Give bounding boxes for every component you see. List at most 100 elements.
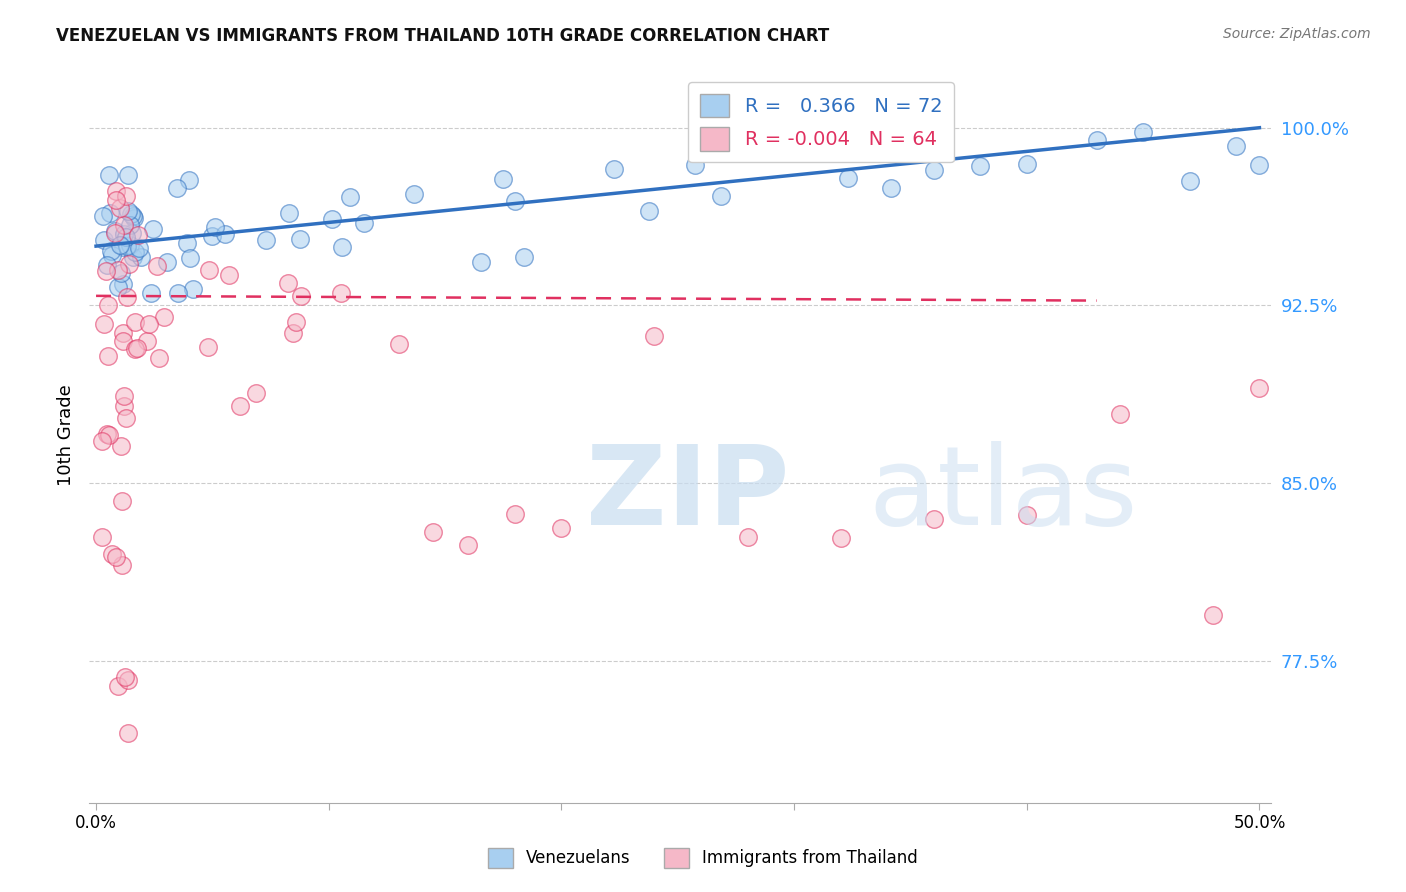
Point [117,168,139,182]
Point [387,337,409,351]
Point [146,259,169,273]
Point [112,277,135,291]
Point [153,310,176,325]
Point [1015,157,1038,171]
Point [204,220,226,235]
Point [112,399,135,413]
Point [710,189,733,203]
Point [245,386,267,401]
Point [127,341,149,355]
Point [103,224,125,238]
Point [121,227,143,241]
Point [922,512,945,526]
Point [197,340,219,354]
Point [121,210,143,224]
Point [120,238,142,252]
Point [142,222,165,236]
Point [1295,120,1317,135]
Point [512,250,534,264]
Point [837,171,859,186]
Point [115,411,138,425]
Point [94,264,117,278]
Point [105,549,128,564]
Point [148,351,170,365]
Point [894,148,917,162]
Point [281,326,304,340]
Point [1132,125,1154,139]
Point [643,329,665,343]
Point [117,725,139,739]
Point [120,207,142,221]
Point [183,282,205,296]
Point [112,219,135,233]
Point [1085,133,1108,147]
Point [638,203,661,218]
Point [128,241,150,255]
Point [117,239,139,253]
Point [685,158,707,172]
Point [90,530,112,544]
Point [96,258,118,272]
Point [110,238,132,252]
Point [290,288,312,302]
Point [201,229,224,244]
Point [166,286,188,301]
Point [603,162,626,177]
Point [1271,120,1294,135]
Point [1015,508,1038,522]
Point [329,285,352,300]
Point [179,173,201,187]
Point [254,233,277,247]
Point [179,251,201,265]
Y-axis label: 10th Grade: 10th Grade [58,384,75,486]
Text: VENEZUELAN VS IMMIGRANTS FROM THAILAND 10TH GRADE CORRELATION CHART: VENEZUELAN VS IMMIGRANTS FROM THAILAND 1… [56,27,830,45]
Point [1225,139,1247,153]
Point [114,227,136,242]
Point [118,218,141,232]
Point [107,279,129,293]
Point [330,240,353,254]
Point [124,343,146,357]
Point [114,669,136,683]
Point [107,262,129,277]
Point [91,209,114,223]
Point [176,236,198,251]
Point [214,227,236,242]
Point [93,233,115,247]
Point [124,315,146,329]
Point [218,268,240,282]
Point [1178,174,1201,188]
Point [1317,120,1340,135]
Point [110,439,132,453]
Point [278,206,301,220]
Point [117,204,139,219]
Point [115,188,138,202]
Point [104,194,127,208]
Point [969,159,991,173]
Point [112,389,135,403]
Point [96,426,118,441]
Point [98,205,121,219]
Point [457,538,479,552]
Point [118,257,141,271]
Point [107,680,129,694]
Point [830,531,852,545]
Point [104,226,127,240]
Point [122,211,145,226]
Point [101,248,124,262]
Point [129,250,152,264]
Point [90,434,112,449]
Point [737,530,759,544]
Point [97,168,120,182]
Point [112,326,135,341]
Point [321,211,343,226]
Point [115,290,138,304]
Point [124,245,146,260]
Point [1249,381,1271,395]
Point [503,194,526,208]
Point [139,286,162,301]
Point [111,494,134,508]
Point [117,673,139,687]
Point [491,171,513,186]
Point [277,276,299,290]
